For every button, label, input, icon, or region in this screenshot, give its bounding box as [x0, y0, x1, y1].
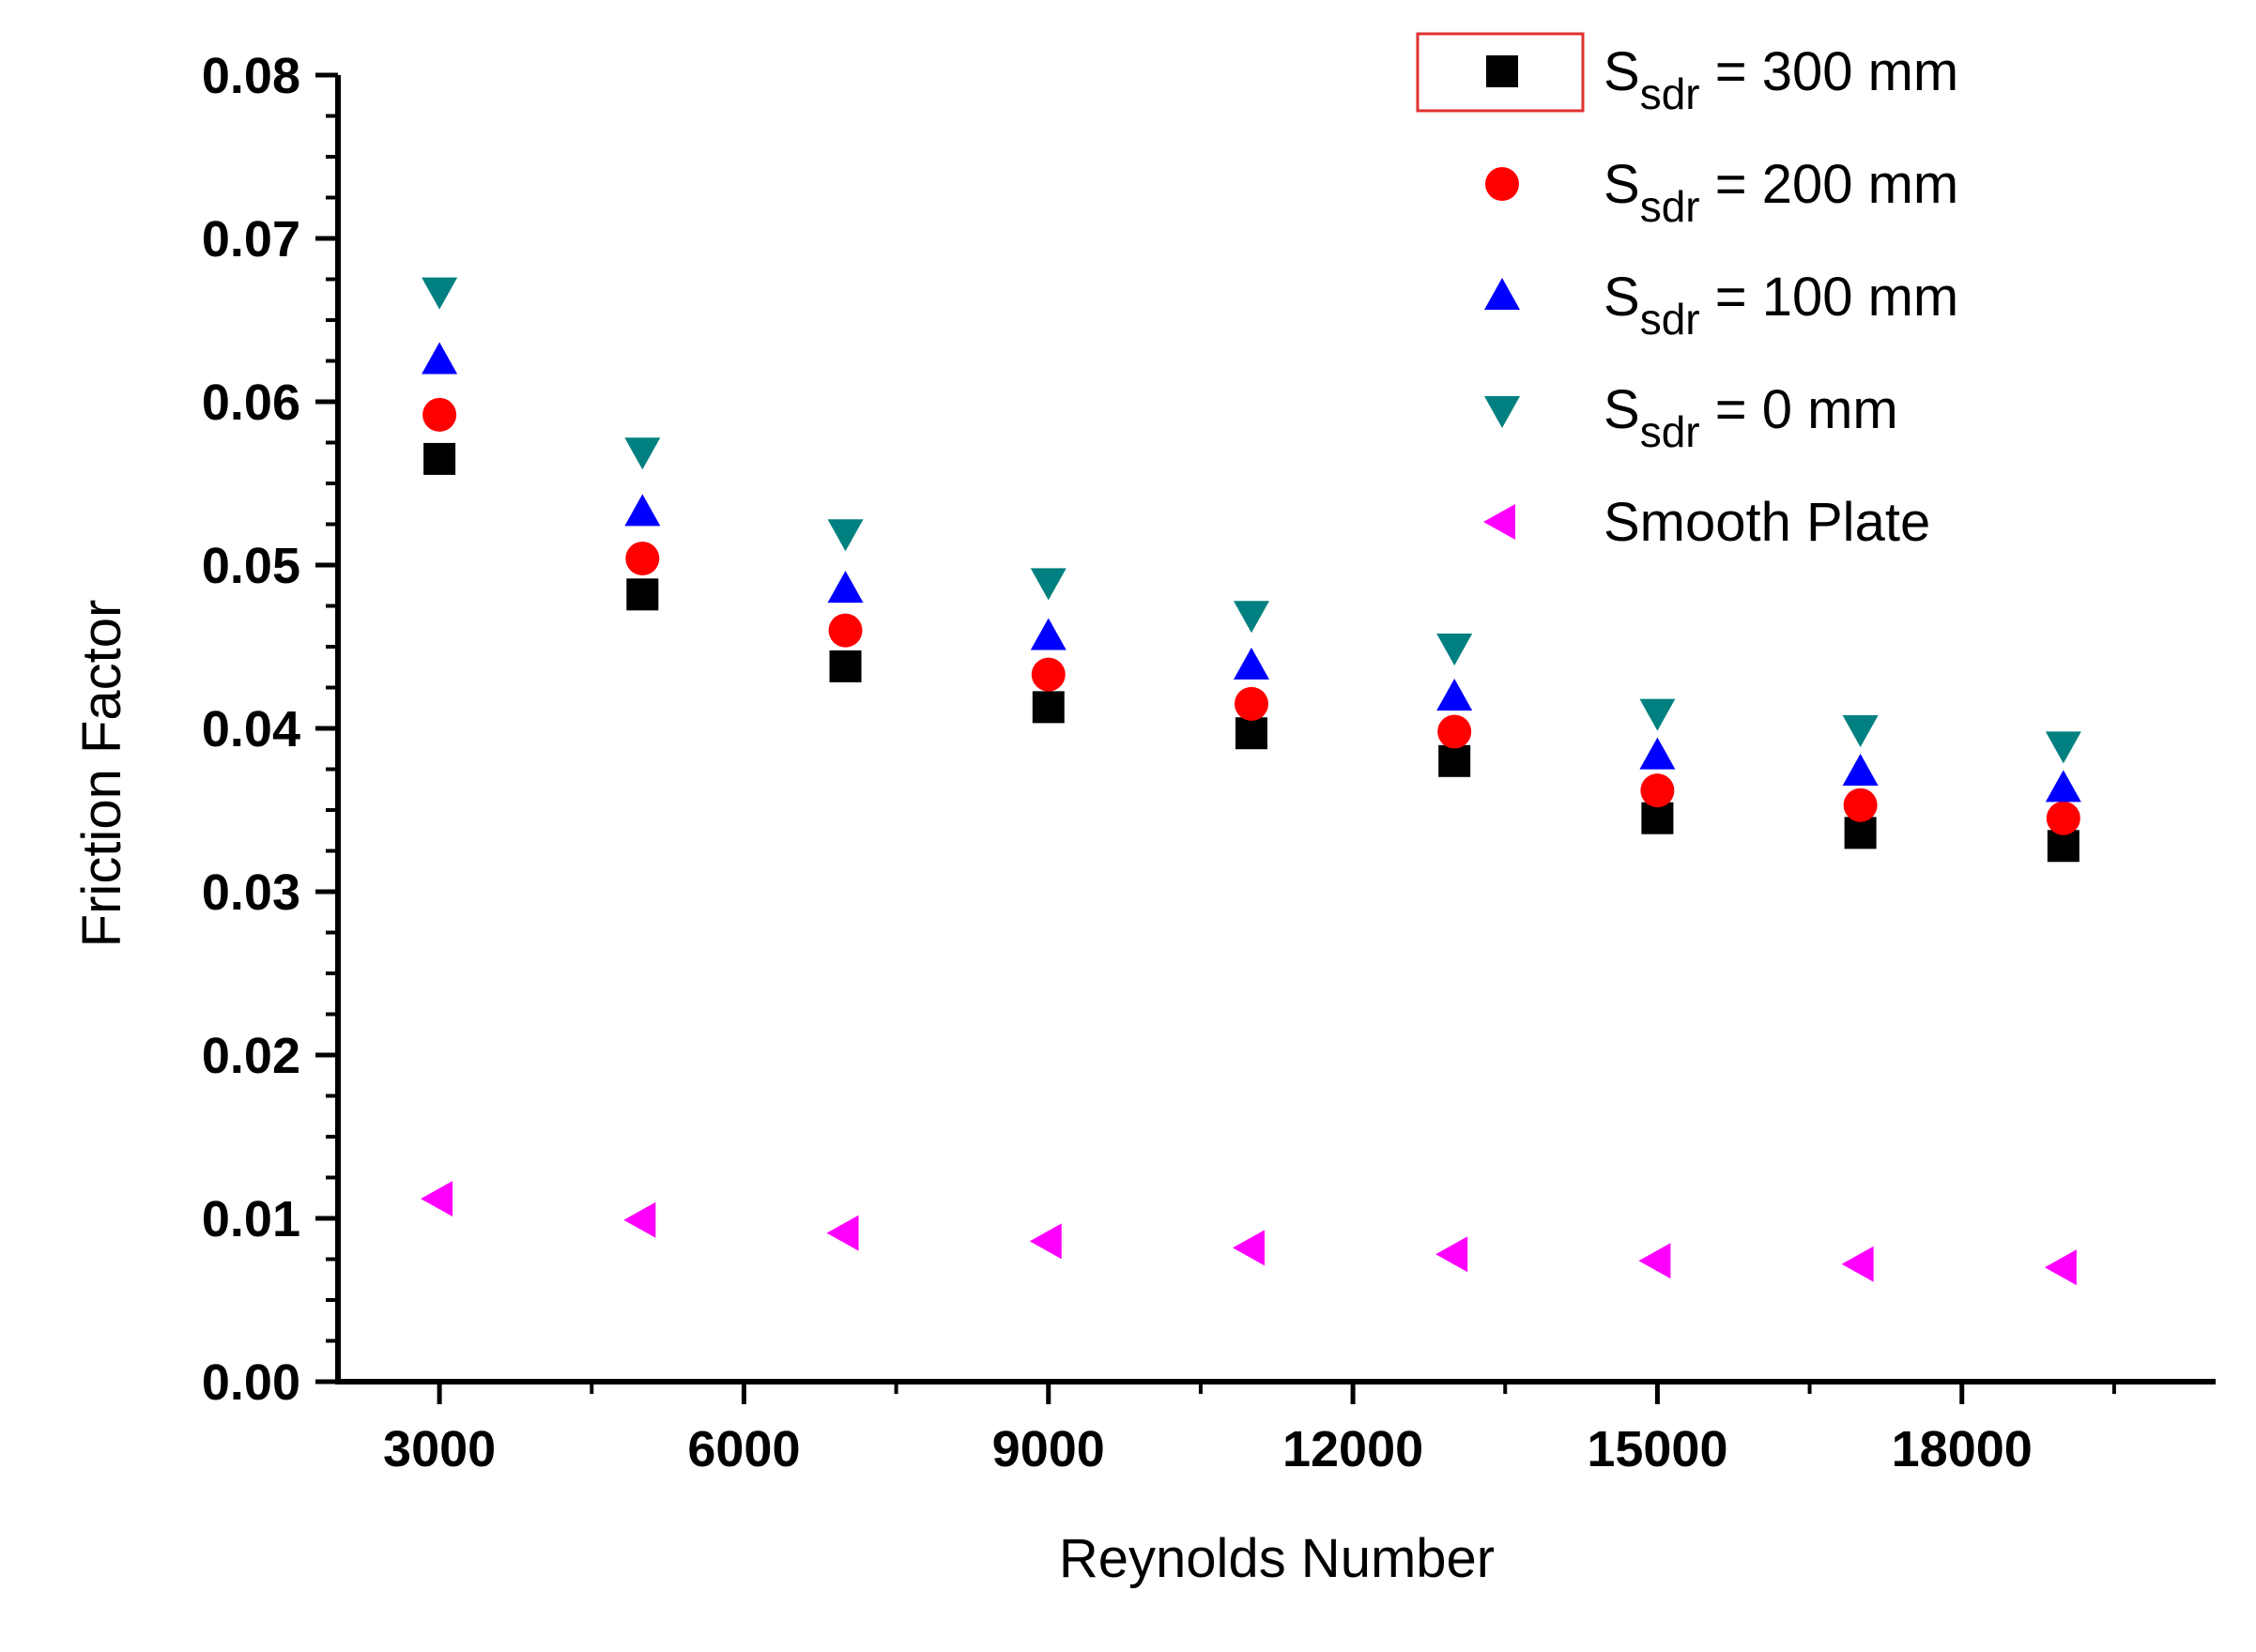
- data-point: [827, 571, 864, 604]
- legend-item: Ssdr = 0 mm: [1484, 379, 1898, 456]
- data-point: [422, 342, 458, 375]
- legend-label: Ssdr = 200 mm: [1604, 154, 1958, 231]
- y-tick-label: 0.05: [202, 538, 300, 594]
- x-tick-label: 18000: [1892, 1421, 2033, 1477]
- legend: Ssdr = 300 mm Ssdr = 200 mm Ssdr = 100 mm S…: [1416, 32, 1958, 553]
- legend-label: Ssdr = 300 mm: [1604, 41, 1958, 118]
- data-point: [1436, 678, 1473, 711]
- data-point: [826, 1215, 859, 1251]
- data-point: [2045, 770, 2081, 803]
- x-tick-label: 15000: [1587, 1421, 1727, 1477]
- data-point: [828, 613, 863, 648]
- legend-marker: [1483, 504, 1515, 540]
- data-point: [1029, 1223, 1062, 1260]
- data-point: [1842, 715, 1879, 747]
- data-point: [1233, 601, 1269, 634]
- data-point: [1233, 647, 1269, 680]
- y-tick-label: 0.03: [202, 864, 300, 921]
- data-point: [623, 1201, 656, 1238]
- data-point: [1639, 737, 1676, 770]
- data-point: [422, 397, 457, 432]
- legend-marker: [1486, 55, 1518, 87]
- x-tick-label: 9000: [992, 1421, 1105, 1477]
- data-point: [2045, 731, 2081, 764]
- data-point: [1436, 634, 1473, 665]
- x-tick-label: 12000: [1282, 1421, 1423, 1477]
- legend-marker: [1484, 396, 1520, 428]
- data-point: [1842, 753, 1879, 786]
- y-axis-title: Friction Factor: [71, 600, 132, 948]
- legend-marker: [1485, 167, 1519, 201]
- data-point: [829, 650, 862, 682]
- y-tick-label: 0.06: [202, 375, 300, 431]
- y-tick-label: 0.07: [202, 211, 300, 268]
- data-point: [624, 437, 661, 470]
- data-point: [625, 542, 660, 576]
- data-point: [1235, 717, 1267, 750]
- data-point: [1638, 1243, 1671, 1279]
- series-4: [421, 1181, 2077, 1286]
- series-1: [422, 397, 2080, 835]
- data-point: [1232, 1230, 1265, 1266]
- series-2: [422, 342, 2081, 803]
- legend-label: Ssdr = 0 mm: [1604, 379, 1898, 456]
- y-tick-label: 0.04: [202, 701, 300, 757]
- legend-item: Smooth Plate: [1483, 492, 1930, 553]
- x-tick-label: 3000: [383, 1421, 496, 1477]
- data-point: [422, 277, 458, 310]
- y-tick-label: 0.01: [202, 1191, 300, 1247]
- data-point: [1640, 773, 1675, 808]
- series-3: [422, 277, 2081, 764]
- y-tick-label: 0.00: [202, 1354, 300, 1411]
- x-tick-label: 6000: [687, 1421, 800, 1477]
- data-point: [1030, 618, 1067, 650]
- legend-item: Ssdr = 300 mm: [1486, 41, 1958, 118]
- y-tick-label: 0.02: [202, 1028, 300, 1084]
- data-point: [1435, 1236, 1468, 1273]
- data-point: [1841, 1246, 1874, 1282]
- data-point: [1844, 817, 1877, 849]
- legend-label: Smooth Plate: [1604, 492, 1930, 553]
- data-point: [1843, 788, 1878, 822]
- data-points: [421, 277, 2081, 1286]
- legend-highlight-box: [1416, 32, 1585, 113]
- data-point: [827, 519, 864, 552]
- data-point: [624, 494, 661, 527]
- data-point: [1437, 714, 1472, 749]
- data-point: [1234, 686, 1268, 721]
- data-point: [1032, 691, 1065, 724]
- data-point: [626, 578, 659, 611]
- series-0: [423, 442, 2080, 863]
- data-point: [2047, 830, 2080, 863]
- data-point: [1030, 568, 1067, 601]
- data-point: [2044, 1249, 2077, 1286]
- data-point: [2046, 801, 2080, 835]
- data-point: [1641, 802, 1674, 834]
- data-point: [423, 442, 456, 475]
- legend-label: Ssdr = 100 mm: [1604, 267, 1958, 344]
- axes: 0.00 0.01 0.02 0.03 0.04 0.05 0.06 0.07 0.08 3000…: [202, 48, 2216, 1477]
- data-point: [1031, 657, 1066, 692]
- legend-item: Ssdr = 200 mm: [1485, 154, 1958, 231]
- legend-item: Ssdr = 100 mm: [1484, 267, 1958, 344]
- y-tick-label: 0.08: [202, 48, 300, 104]
- x-axis-title: Reynolds Number: [1059, 1528, 1495, 1589]
- legend-marker: [1484, 278, 1520, 310]
- data-point: [421, 1181, 453, 1217]
- data-point: [1639, 698, 1676, 731]
- data-point: [1438, 744, 1471, 777]
